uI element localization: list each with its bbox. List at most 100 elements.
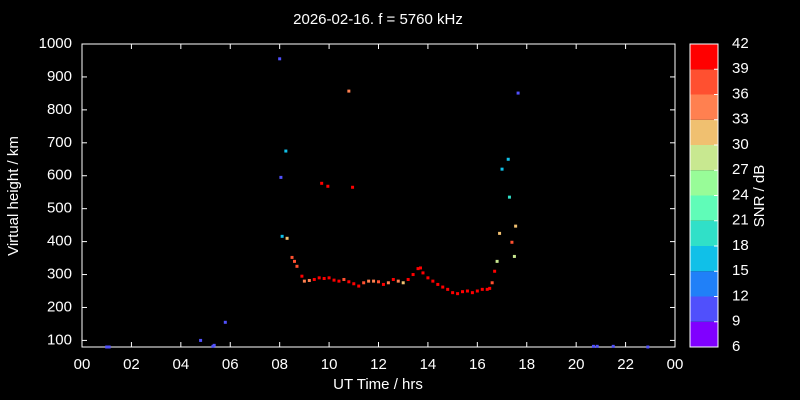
- colorbar-band: [690, 246, 718, 272]
- colorbar-tick-label: 12: [732, 287, 749, 304]
- colorbar-band: [690, 119, 718, 145]
- x-tick-label: 14: [420, 356, 437, 373]
- data-point: [386, 281, 390, 285]
- data-point: [426, 276, 430, 280]
- data-point: [441, 285, 445, 289]
- data-point: [317, 276, 321, 280]
- data-point: [516, 91, 520, 95]
- x-tick-label: 08: [271, 356, 288, 373]
- colorbar-band: [690, 220, 718, 246]
- x-tick-label: 22: [617, 356, 634, 373]
- data-point: [591, 344, 595, 348]
- data-point: [292, 259, 296, 263]
- data-point: [485, 287, 489, 291]
- data-point: [284, 149, 288, 153]
- x-tick-label: 10: [321, 356, 338, 373]
- data-point: [320, 181, 324, 185]
- colorbar-tick-label: 18: [732, 237, 749, 254]
- data-point: [223, 320, 227, 324]
- data-point: [507, 195, 511, 199]
- data-point: [506, 157, 510, 161]
- data-point: [431, 279, 435, 283]
- data-point: [495, 259, 499, 263]
- y-tick-label: 900: [47, 68, 72, 85]
- data-point: [421, 271, 425, 275]
- data-point: [451, 291, 455, 295]
- x-tick-label: 06: [222, 356, 239, 373]
- colorbar-tick-label: 6: [732, 338, 740, 355]
- data-point: [480, 287, 484, 291]
- data-point: [406, 277, 410, 281]
- colorbar-band: [690, 170, 718, 196]
- data-point: [416, 267, 420, 271]
- y-tick-label: 400: [47, 233, 72, 250]
- data-point: [512, 254, 516, 258]
- y-tick-label: 500: [47, 200, 72, 217]
- data-point: [347, 280, 351, 284]
- y-tick-label: 800: [47, 101, 72, 118]
- data-point: [280, 234, 284, 238]
- data-point: [357, 284, 361, 288]
- data-point: [347, 89, 351, 93]
- y-tick-label: 200: [47, 298, 72, 315]
- data-point: [500, 167, 504, 171]
- data-point: [307, 278, 311, 282]
- data-point: [465, 289, 469, 293]
- colorbar-band: [690, 44, 718, 70]
- data-point: [475, 289, 479, 293]
- data-point: [493, 269, 497, 273]
- data-point: [396, 279, 400, 283]
- data-point: [436, 282, 440, 286]
- x-tick-label: 16: [469, 356, 486, 373]
- data-point: [302, 279, 306, 283]
- x-tick-label: 00: [74, 356, 91, 373]
- colorbar-tick-label: 33: [732, 111, 749, 128]
- data-point: [327, 276, 331, 280]
- colorbar-tick-label: 9: [732, 313, 740, 330]
- data-point: [199, 338, 203, 342]
- data-point: [285, 236, 289, 240]
- data-point: [372, 279, 376, 283]
- data-point: [295, 264, 299, 268]
- data-point: [490, 281, 494, 285]
- data-point: [352, 282, 356, 286]
- chart-title: 2026-02-16. f = 5760 kHz: [293, 11, 463, 28]
- colorbar-band: [690, 296, 718, 322]
- colorbar-band: [690, 94, 718, 120]
- data-point: [337, 279, 341, 283]
- colorbar-tick-label: 21: [732, 212, 749, 229]
- data-point: [514, 224, 518, 228]
- x-tick-label: 18: [518, 356, 535, 373]
- colorbar-band: [690, 195, 718, 221]
- data-point: [510, 240, 514, 244]
- data-point: [595, 344, 599, 348]
- data-point: [362, 281, 366, 285]
- y-tick-label: 100: [47, 331, 72, 348]
- x-axis-label: UT Time / hrs: [333, 376, 423, 393]
- colorbar-tick-label: 42: [732, 35, 749, 52]
- data-point: [411, 273, 415, 277]
- data-point: [367, 279, 371, 283]
- data-point: [488, 286, 492, 290]
- x-tick-label: 00: [667, 356, 684, 373]
- data-point: [326, 184, 330, 188]
- data-point: [498, 231, 502, 235]
- data-point: [391, 277, 395, 281]
- colorbar-tick-label: 27: [732, 161, 749, 178]
- colorbar-band: [690, 69, 718, 95]
- data-point: [107, 345, 111, 349]
- data-point: [377, 280, 380, 284]
- colorbar-tick-label: 30: [732, 136, 749, 153]
- y-tick-label: 1000: [39, 35, 72, 52]
- data-point: [446, 287, 450, 291]
- data-point: [105, 345, 109, 349]
- colorbar-tick-label: 15: [732, 262, 749, 279]
- y-tick-label: 600: [47, 167, 72, 184]
- data-point: [461, 290, 465, 294]
- data-point: [312, 277, 316, 281]
- x-tick-label: 20: [568, 356, 585, 373]
- y-tick-label: 300: [47, 266, 72, 283]
- data-point: [278, 57, 282, 61]
